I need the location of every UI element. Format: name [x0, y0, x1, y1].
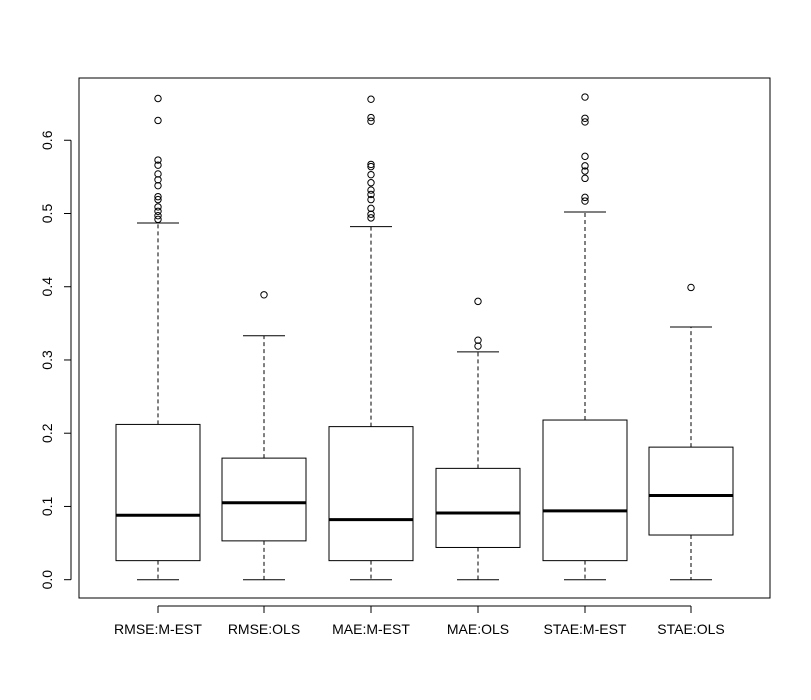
y-tick-label: 0.2 [39, 423, 55, 443]
x-tick-label: RMSE:M-EST [114, 621, 202, 637]
outlier-point [474, 336, 482, 344]
outlier-point [367, 195, 375, 204]
outlier-point [154, 170, 162, 178]
outlier-point [581, 93, 589, 101]
iqr-box [648, 446, 734, 536]
outlier-point [367, 117, 375, 125]
outlier-point [581, 118, 589, 126]
box-group [221, 291, 307, 581]
y-tick-label: 0.3 [39, 350, 55, 370]
outlier-point [367, 210, 375, 218]
y-tick-label: 0.0 [39, 570, 55, 590]
outlier-point [154, 161, 162, 169]
x-tick-label: MAE:OLS [447, 621, 509, 637]
y-axis: 0.0 0.1 0.2 0.3 0.4 0.5 0.6 [39, 130, 72, 590]
outlier-point [260, 291, 268, 299]
outlier-point [474, 342, 482, 350]
outlier-point [367, 170, 375, 179]
outlier-point [154, 156, 162, 164]
outlier-point [367, 190, 375, 199]
outlier-point [154, 94, 162, 103]
outlier-point [154, 195, 162, 204]
x-tick-label: MAE:M-EST [332, 621, 410, 637]
outlier-point [154, 207, 162, 215]
iqr-box [221, 457, 307, 542]
outlier-point [154, 176, 162, 184]
outlier-point [367, 113, 375, 122]
box-group [328, 95, 414, 581]
outlier-point [581, 162, 589, 170]
iqr-box [435, 467, 521, 548]
box-group [435, 297, 521, 581]
outlier-point [154, 192, 162, 201]
outlier-point [581, 152, 589, 161]
outlier-point [367, 162, 375, 171]
y-tick-label: 0.6 [39, 130, 55, 150]
outlier-point [367, 204, 375, 213]
outlier-point [687, 283, 695, 292]
outlier-point [154, 181, 162, 190]
x-tick-label: STAE:M-EST [544, 621, 627, 637]
y-tick-label: 0.4 [39, 277, 55, 297]
box-group [115, 94, 201, 581]
y-tick-label: 0.5 [39, 204, 55, 224]
x-axis: RMSE:M-EST RMSE:OLS MAE:M-EST MAE:OLS STAE:M… [114, 605, 725, 637]
y-tick-label: 0.1 [39, 497, 55, 517]
box-series [115, 93, 734, 581]
outlier-point [367, 160, 375, 169]
outlier-point [581, 174, 589, 183]
outlier-point [581, 197, 589, 205]
outlier-point [581, 114, 589, 122]
iqr-box [328, 426, 414, 562]
outlier-point [154, 215, 162, 224]
outlier-point [474, 297, 482, 306]
x-tick-label: STAE:OLS [657, 621, 724, 637]
outlier-point [581, 167, 589, 175]
box-group [542, 93, 628, 581]
outlier-point [154, 211, 162, 220]
outlier-point [367, 95, 375, 103]
outlier-point [367, 179, 375, 187]
plot-frame [78, 77, 771, 599]
iqr-box [115, 423, 201, 562]
outlier-point [154, 116, 162, 125]
iqr-box [542, 419, 628, 562]
outlier-point [367, 186, 375, 194]
x-tick-label: RMSE:OLS [228, 621, 300, 637]
box-group [648, 283, 734, 581]
outlier-point [154, 203, 162, 211]
outlier-point [367, 214, 375, 222]
outlier-point [581, 193, 589, 202]
